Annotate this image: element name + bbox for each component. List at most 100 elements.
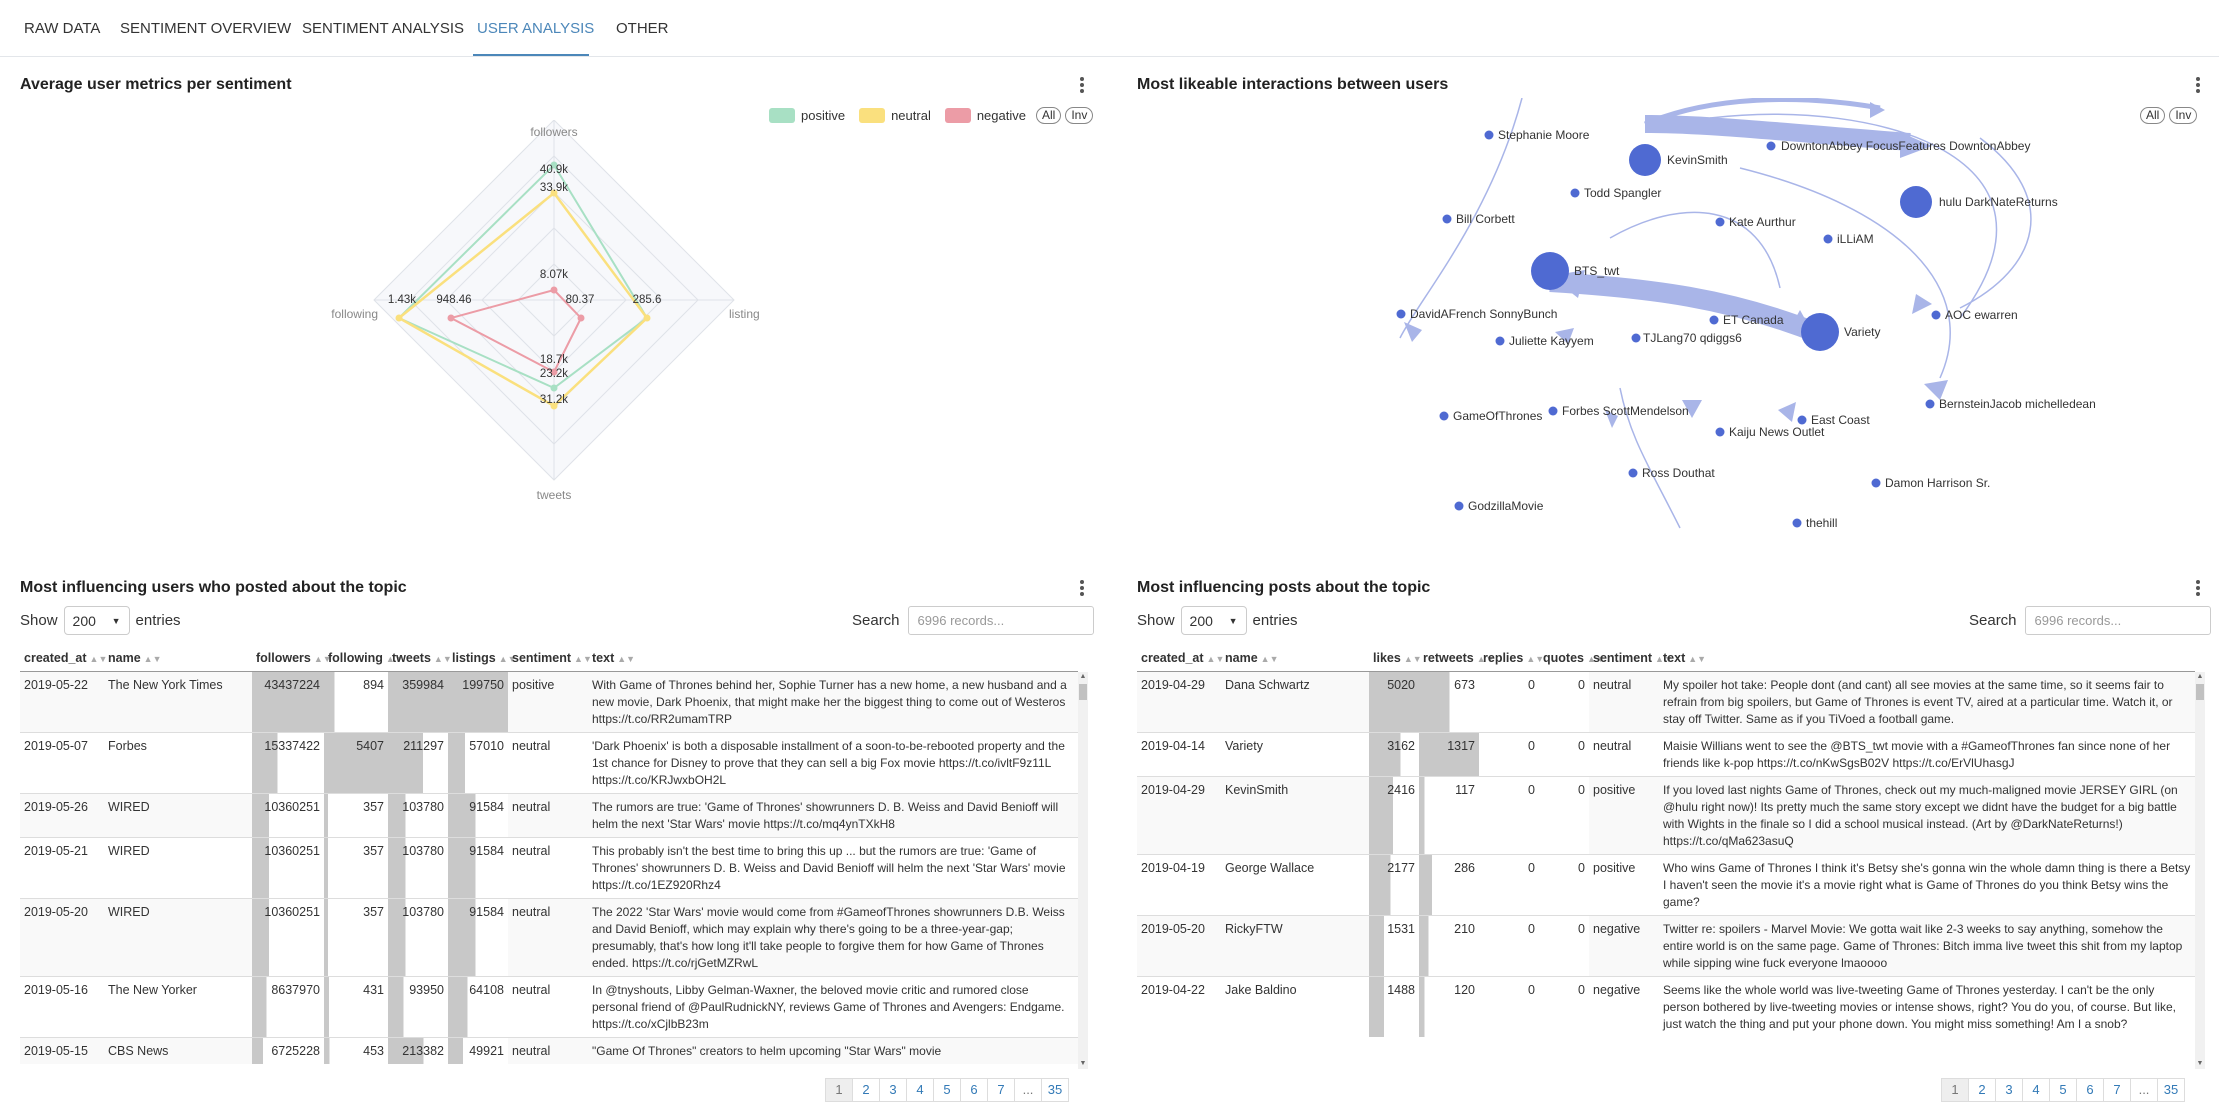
column-header-text[interactable]: text ▲▼ [588, 645, 1078, 672]
tab-raw-data[interactable]: RAW DATA [24, 20, 101, 37]
search-input[interactable] [2024, 606, 2211, 635]
table-row[interactable]: 2019-05-07 Forbes 15337422 5407 211297 57010 n… [20, 731, 1078, 793]
table-row[interactable]: 2019-05-21 WIRED 10360251 357 103780 91584 neu… [20, 836, 1078, 898]
users-table-menu-icon[interactable] [1078, 579, 1086, 599]
legend-swatch-negative[interactable] [944, 108, 971, 123]
node-label[interactable]: Forbes ScottMendelson [1562, 404, 1689, 418]
node-label[interactable]: Damon Harrison Sr. [1885, 476, 1990, 490]
column-header-listings[interactable]: listings ▲▼ [448, 645, 517, 672]
legend-label-neutral[interactable]: neutral [891, 108, 931, 123]
scroll-down-icon[interactable]: ▼ [1079, 1060, 1087, 1067]
node-label[interactable]: thehill [1806, 516, 1837, 530]
posts-scrollbar[interactable]: ▲ ▼ [2195, 672, 2205, 1069]
page-button[interactable]: 5 [2049, 1078, 2077, 1102]
node-label[interactable]: Bill Corbett [1456, 212, 1515, 226]
column-header-sentiment[interactable]: sentiment ▲▼ [508, 645, 592, 672]
sort-icon[interactable]: ▲▼ [1688, 653, 1707, 664]
page-size-select[interactable]: 200 ▼ [63, 606, 130, 635]
edge-kevinsmith-downton[interactable] [1644, 98, 1881, 127]
sort-icon[interactable]: ▲▼ [143, 653, 162, 664]
column-header-followers[interactable]: followers ▲▼ [252, 645, 332, 672]
edge-kevinsmith-hulu[interactable] [1644, 115, 1911, 151]
sort-icon[interactable]: ▲▼ [313, 653, 332, 664]
radar-menu-icon[interactable] [1078, 76, 1086, 96]
column-header-tweets[interactable]: tweets ▲▼ [388, 645, 452, 672]
table-row[interactable]: 2019-05-22 The New York Times 43437224 894 3… [20, 670, 1078, 732]
legend-swatch-positive[interactable] [769, 108, 795, 123]
page-button[interactable]: 7 [2103, 1078, 2131, 1102]
column-header-replies[interactable]: replies ▲▼ [1479, 645, 1544, 672]
edge-variety-bts[interactable] [1549, 272, 1824, 344]
users-table-body[interactable]: created_at ▲▼ name ▲▼ followers ▲▼ following ▲▼… [20, 645, 1088, 1069]
network-menu-icon[interactable] [2194, 76, 2202, 96]
sort-icon[interactable]: ▲▼ [1260, 653, 1279, 664]
node-label[interactable]: Todd Spangler [1584, 186, 1661, 200]
column-header-sentiment[interactable]: sentiment ▲▼ [1589, 645, 1673, 672]
node-label[interactable]: hulu DarkNateReturns [1939, 195, 2058, 209]
table-row[interactable]: 2019-04-22 Jake Baldino 1488 120 0 0 negative S… [1137, 975, 2195, 1037]
node-label[interactable]: BTS_twt [1574, 264, 1620, 278]
page-button[interactable]: 6 [960, 1078, 988, 1102]
sort-icon[interactable]: ▲▼ [498, 653, 517, 664]
network-all-button[interactable]: All [2140, 107, 2166, 124]
column-header-retweets[interactable]: retweets ▲▼ [1419, 645, 1495, 672]
column-header-text[interactable]: text ▲▼ [1659, 645, 2195, 672]
node-label[interactable]: East Coast [1811, 413, 1870, 427]
page-button[interactable]: 1 [825, 1078, 853, 1102]
node-label[interactable]: ET Canada [1723, 313, 1784, 327]
radar-all-button[interactable]: All [1035, 107, 1062, 124]
tab-user-analysis[interactable]: USER ANALYSIS [473, 20, 594, 56]
node-label[interactable]: GameOfThrones [1453, 409, 1542, 423]
node-label[interactable]: BernsteinJacob michelledean [1939, 397, 2096, 411]
posts-table-menu-icon[interactable] [2194, 579, 2202, 599]
page-button[interactable]: 4 [2022, 1078, 2050, 1102]
sort-icon[interactable]: ▲▼ [1526, 653, 1545, 664]
column-header-created_at[interactable]: created_at ▲▼ [20, 645, 107, 672]
sort-icon[interactable]: ▲▼ [89, 653, 108, 664]
node-label[interactable]: TJLang70 qdiggs6 [1643, 331, 1742, 345]
table-row[interactable]: 2019-05-16 The New Yorker 8637970 431 93950 6… [20, 975, 1078, 1037]
node-label[interactable]: DavidAFrench SonnyBunch [1410, 307, 1557, 321]
node-label[interactable]: iLLiAM [1837, 232, 1874, 246]
node-label[interactable]: KevinSmith [1667, 153, 1728, 167]
network-graph[interactable]: Stephanie Moore KevinSmith DowntonAbbey … [1380, 98, 2200, 530]
legend-label-positive[interactable]: positive [801, 108, 846, 123]
page-button[interactable]: 7 [987, 1078, 1015, 1102]
column-header-name[interactable]: name ▲▼ [104, 645, 252, 672]
tab-sentiment-analysis[interactable]: SENTIMENT ANALYSIS [302, 20, 464, 37]
page-button[interactable]: 6 [2076, 1078, 2104, 1102]
users-scrollbar[interactable]: ▲ ▼ [1078, 672, 1088, 1069]
page-button[interactable]: 5 [933, 1078, 961, 1102]
legend-swatch-neutral[interactable] [859, 108, 886, 123]
radar-inv-button[interactable]: Inv [1065, 107, 1094, 124]
sort-icon[interactable]: ▲▼ [617, 653, 636, 664]
node-label[interactable]: Kate Aurthur [1729, 215, 1796, 229]
scroll-down-icon[interactable]: ▼ [2196, 1060, 2204, 1067]
sort-icon[interactable]: ▲▼ [574, 653, 592, 664]
node-label[interactable]: AOC ewarren [1945, 308, 2018, 322]
column-header-name[interactable]: name ▲▼ [1221, 645, 1369, 672]
node-label[interactable]: Ross Douthat [1642, 466, 1715, 480]
table-row[interactable]: 2019-04-29 KevinSmith 2416 117 0 0 positive If … [1137, 775, 2195, 854]
network-inv-button[interactable]: Inv [2169, 107, 2198, 124]
column-header-likes[interactable]: likes ▲▼ [1369, 645, 1422, 672]
table-row[interactable]: 2019-04-19 George Wallace 2177 286 0 0 positiv… [1137, 853, 2195, 915]
table-row[interactable]: 2019-05-20 RickyFTW 1531 210 0 0 negative Twitt… [1137, 914, 2195, 976]
table-row[interactable]: 2019-05-20 WIRED 10360251 357 103780 91584 neu… [20, 897, 1078, 976]
page-button[interactable]: 3 [879, 1078, 907, 1102]
page-button[interactable]: 3 [1995, 1078, 2023, 1102]
tab-sentiment-overview[interactable]: SENTIMENT OVERVIEW [120, 20, 292, 37]
sort-icon[interactable]: ▲▼ [433, 653, 452, 664]
search-input[interactable] [907, 606, 1094, 635]
node-label[interactable]: GodzillaMovie [1468, 499, 1544, 513]
page-size-select[interactable]: 200 ▼ [1180, 606, 1247, 635]
sort-icon[interactable]: ▲▼ [1403, 653, 1422, 664]
page-button[interactable]: 4 [906, 1078, 934, 1102]
page-button[interactable]: 2 [852, 1078, 880, 1102]
table-row[interactable]: 2019-04-29 Dana Schwartz 5020 673 0 0 neutral M… [1137, 670, 2195, 732]
table-row[interactable]: 2019-04-14 Variety 3162 1317 0 0 neutral Maisie… [1137, 731, 2195, 776]
scroll-up-icon[interactable]: ▲ [2196, 673, 2204, 680]
column-header-following[interactable]: following ▲▼ [324, 645, 404, 672]
posts-table-body[interactable]: created_at ▲▼ name ▲▼ likes ▲▼ retweets ▲▼ repli… [1137, 645, 2205, 1069]
page-button[interactable]: 35 [2157, 1078, 2185, 1102]
